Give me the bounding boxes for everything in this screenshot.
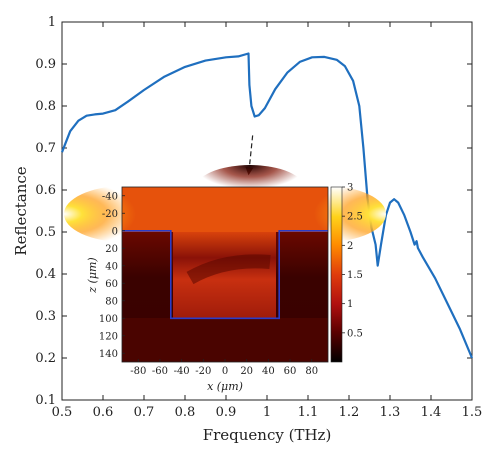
y-tick-label: 0.5 — [35, 225, 56, 240]
inset-x-tick-label: -20 — [195, 366, 211, 377]
x-tick-label: 1.3 — [380, 405, 401, 420]
x-tick-label: 1.2 — [339, 405, 360, 420]
x-tick-label: 1 — [263, 405, 271, 420]
x-tick-label: 0.8 — [175, 405, 196, 420]
inset-y-tick-label: 120 — [99, 331, 118, 342]
inset-y-tick-label: 40 — [105, 261, 118, 272]
inset-y-tick-label: 80 — [105, 296, 118, 307]
colorbar-tick-label: 2.5 — [347, 212, 363, 223]
inset-colorbar-ticks: 0.5 1 1.5 2 2.5 3 — [342, 183, 363, 339]
x-tick-label: 0.7 — [134, 405, 155, 420]
inset-x-tick-label: 20 — [240, 366, 253, 377]
x-tick-label: 0.9 — [216, 405, 237, 420]
colorbar-tick-label: 3 — [347, 183, 353, 194]
inset-x-tick-label: 0 — [222, 366, 228, 377]
inset-x-axis-title: x (μm) — [207, 380, 243, 393]
inset-y-tick-label: -20 — [102, 209, 118, 220]
x-axis-title: Frequency (THz) — [203, 426, 332, 444]
y-tick-label: 0.2 — [35, 351, 56, 366]
inset-y-tick-label: 0 — [112, 226, 118, 237]
y-tick-label: 0.8 — [35, 99, 56, 114]
x-axis-ticks: 0.5 0.6 0.7 0.8 0.9 1 1.1 1.2 1.3 1.4 1.5 — [52, 22, 483, 420]
y-tick-label: 0.6 — [35, 183, 56, 198]
inset-x-tick-label: -40 — [174, 366, 190, 377]
y-axis-title: Reflectance — [12, 166, 30, 255]
inset-dark-band — [186, 254, 271, 285]
inset-x-tick-label: 80 — [305, 366, 318, 377]
y-tick-label: 0.3 — [35, 309, 56, 324]
inset-x-tick-label: -60 — [152, 366, 168, 377]
inset-y-tick-label: 20 — [105, 244, 118, 255]
inset-y-axis-ticks: -40 -20 0 20 40 60 80 100 120 140 — [99, 191, 125, 360]
inset-structure-outline — [122, 230, 328, 320]
x-tick-label: 1.1 — [298, 405, 319, 420]
inset-y-tick-label: 60 — [105, 279, 118, 290]
inset-x-axis-ticks: -80 -60 -40 -20 0 20 40 60 80 — [130, 359, 318, 377]
inset-x-tick-label: -80 — [130, 366, 146, 377]
y-tick-label: 0.1 — [35, 393, 56, 408]
inset-y-tick-label: -40 — [102, 191, 118, 202]
x-tick-label: 0.6 — [93, 405, 114, 420]
y-tick-label: 0.4 — [35, 267, 56, 282]
inset-hotspot-left — [64, 186, 184, 242]
inset-y-tick-label: 140 — [99, 349, 118, 360]
inset-colorbar — [330, 186, 343, 363]
inset-y-axis-title: z (μm) — [86, 257, 99, 293]
series-line-reflectance — [60, 52, 474, 359]
y-tick-label: 0.7 — [35, 141, 56, 156]
colorbar-tick-label: 2 — [347, 241, 353, 252]
y-tick-label: 1 — [48, 15, 56, 30]
inset-heatmap — [64, 165, 386, 363]
inset-x-tick-label: 40 — [262, 366, 275, 377]
inset-x-tick-label: 60 — [284, 366, 297, 377]
x-tick-label: 1.5 — [462, 405, 483, 420]
inset-y-tick-label: 100 — [99, 314, 118, 325]
colorbar-tick-label: 0.5 — [347, 328, 363, 339]
x-tick-label: 1.4 — [421, 405, 442, 420]
y-axis-ticks: 0.1 0.2 0.3 0.4 0.5 0.6 0.7 0.8 0.9 1 — [35, 15, 472, 408]
inset-bottom-dark — [122, 318, 328, 362]
colorbar-tick-label: 1.5 — [347, 270, 363, 281]
inset-dark-top — [195, 165, 305, 213]
y-tick-label: 0.9 — [35, 57, 56, 72]
x-tick-label: 0.5 — [52, 405, 73, 420]
colorbar-tick-label: 1 — [347, 299, 353, 310]
annotation-arrow — [248, 135, 254, 168]
